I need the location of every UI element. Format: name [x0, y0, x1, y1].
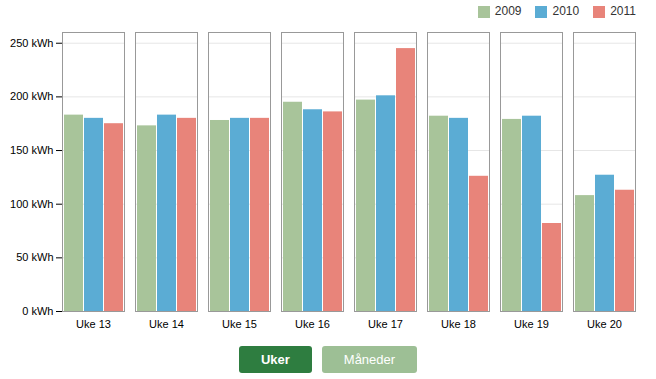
- svg-text:250 kWh: 250 kWh: [10, 37, 53, 49]
- svg-text:100 kWh: 100 kWh: [10, 198, 53, 210]
- svg-text:Uke 16: Uke 16: [295, 318, 330, 330]
- svg-text:Uke 14: Uke 14: [149, 318, 184, 330]
- html-text:Uker: Uker: [260, 351, 290, 367]
- svg-text:50 kWh: 50 kWh: [16, 251, 53, 263]
- svg-text:Uke 13: Uke 13: [76, 318, 111, 330]
- html-text:2011: 2011: [610, 4, 636, 18]
- html-text:2009: 2009: [494, 4, 522, 18]
- svg-text:Uke 15: Uke 15: [222, 318, 257, 330]
- svg-text:Uke 19: Uke 19: [514, 318, 549, 330]
- svg-text:150 kWh: 150 kWh: [10, 144, 53, 156]
- html-text:2010: 2010: [552, 4, 580, 18]
- html-text:Måneder: Måneder: [343, 351, 396, 367]
- svg-text:Uke 20: Uke 20: [587, 318, 622, 330]
- svg-text:Uke 17: Uke 17: [368, 318, 403, 330]
- svg-text:200 kWh: 200 kWh: [10, 90, 53, 102]
- svg-text:Uke 18: Uke 18: [441, 318, 476, 330]
- svg-text:0 kWh: 0 kWh: [22, 305, 53, 317]
